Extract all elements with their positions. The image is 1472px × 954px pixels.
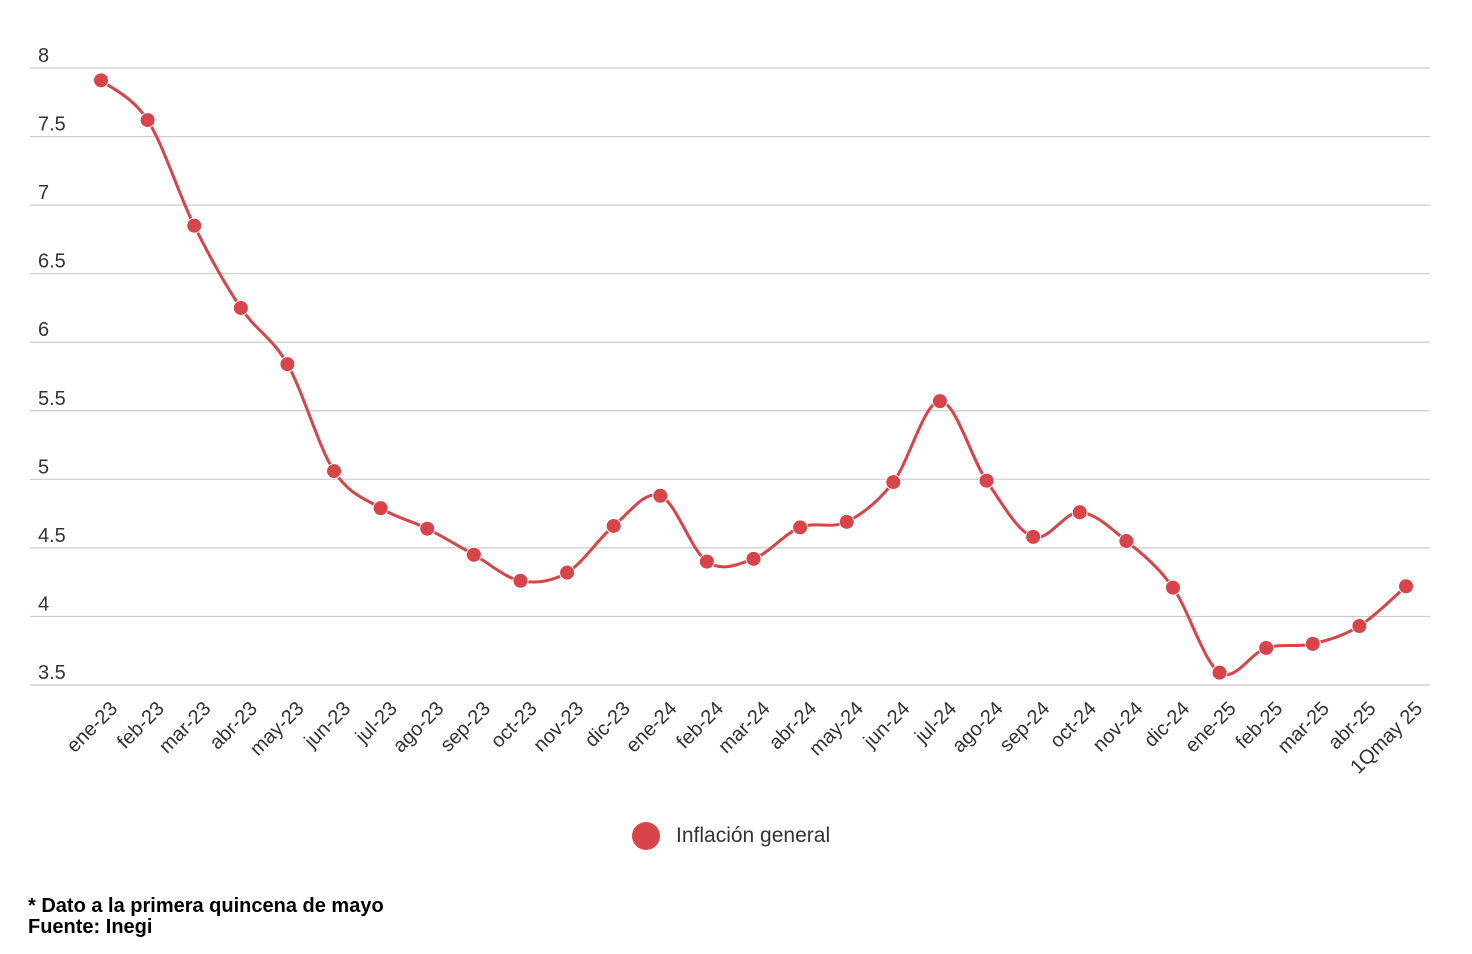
legend-label: Inflación general <box>676 824 831 847</box>
data-point <box>186 217 203 234</box>
data-point <box>605 517 622 534</box>
data-point <box>885 474 902 491</box>
data-point <box>279 356 296 373</box>
legend-swatch-dot <box>632 822 660 850</box>
y-tick-label: 4 <box>38 593 49 615</box>
data-point <box>792 519 809 536</box>
y-tick-label: 7.5 <box>38 114 66 136</box>
x-tick-label: sep-23 <box>436 698 495 757</box>
data-point <box>1258 639 1275 656</box>
x-tick-label: mar-24 <box>714 698 774 758</box>
legend: Inflación general <box>632 822 830 850</box>
data-point <box>1398 578 1414 595</box>
x-tick-label: mar-25 <box>1274 698 1334 758</box>
data-point <box>139 112 156 129</box>
x-tick-label: ene-24 <box>622 698 682 758</box>
data-point <box>465 546 482 563</box>
x-axis-ticks: ene-23feb-23mar-23abr-23may-23jun-23jul-… <box>63 698 1428 779</box>
y-axis-ticks: 3.5 4 4.5 5 5.5 6 6.5 7 7.5 8 <box>38 45 66 684</box>
footnote-line: * Dato a la primera quincena de mayo <box>28 895 384 917</box>
data-point <box>1304 635 1321 652</box>
x-tick-label: nov-24 <box>1089 698 1148 757</box>
x-tick-label: nov-23 <box>529 698 588 757</box>
data-point <box>1211 664 1228 681</box>
data-point <box>93 72 109 89</box>
data-point <box>745 550 762 567</box>
y-tick-label: 3.5 <box>38 662 66 684</box>
data-point <box>931 393 948 410</box>
x-tick-label: ago-23 <box>389 698 449 758</box>
x-tick-label: sep-24 <box>995 698 1054 757</box>
x-tick-label: ago-24 <box>948 698 1008 758</box>
x-tick-label: ene-23 <box>63 698 123 758</box>
gridlines <box>30 67 1430 686</box>
x-tick-label: jun-24 <box>859 698 915 754</box>
x-tick-label: jun-23 <box>300 698 356 754</box>
data-point <box>1164 579 1181 596</box>
data-point <box>698 553 715 570</box>
y-tick-label: 6.5 <box>38 251 66 273</box>
data-point <box>512 572 529 589</box>
data-point <box>978 472 995 489</box>
y-tick-label: 8 <box>38 45 49 67</box>
data-point <box>559 564 576 581</box>
data-point <box>1118 533 1135 550</box>
y-tick-label: 4.5 <box>38 525 66 547</box>
data-point <box>652 487 669 504</box>
data-point <box>1351 618 1368 635</box>
y-tick-label: 5 <box>38 456 49 478</box>
y-tick-label: 5.5 <box>38 388 66 410</box>
data-point <box>1071 504 1088 521</box>
data-point <box>372 500 389 517</box>
x-tick-label: mar-23 <box>155 698 215 758</box>
data-point <box>1025 528 1042 545</box>
source-line: Fuente: Inegi <box>28 916 153 938</box>
y-tick-label: 6 <box>38 319 49 341</box>
footnotes: * Dato a la primera quincena de mayo Fue… <box>28 896 384 938</box>
data-point <box>326 463 343 480</box>
x-tick-label: ene-25 <box>1181 698 1241 758</box>
data-point <box>838 513 855 530</box>
y-tick-label: 7 <box>38 182 49 204</box>
data-points <box>93 72 1414 681</box>
data-point <box>419 520 436 537</box>
data-point <box>232 299 249 316</box>
series-line-inflacion-general <box>100 79 1407 677</box>
